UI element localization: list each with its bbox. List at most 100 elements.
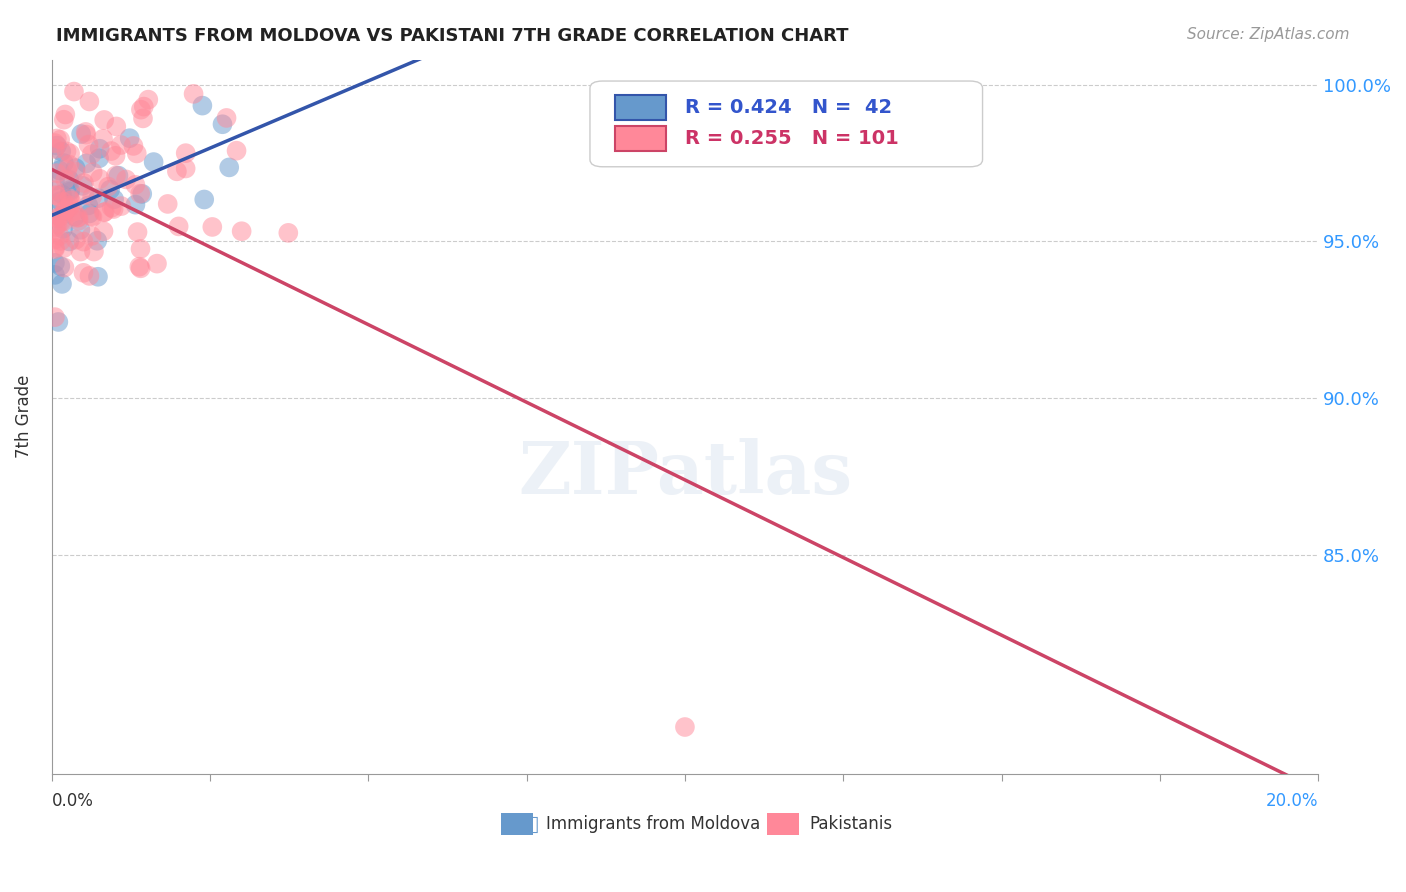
Point xyxy=(45,131,67,145)
Point xyxy=(59,185,82,199)
Point xyxy=(82,165,104,179)
Text: ⬜: ⬜ xyxy=(527,814,538,833)
Point xyxy=(65,165,87,179)
Point xyxy=(75,128,97,142)
Point xyxy=(52,156,75,170)
Point xyxy=(166,164,188,178)
Point xyxy=(56,163,79,178)
Point xyxy=(132,112,155,126)
Point xyxy=(55,145,77,159)
Point xyxy=(53,203,76,218)
Point xyxy=(183,87,205,101)
Bar xyxy=(616,95,666,120)
Point xyxy=(277,226,299,240)
Point xyxy=(52,222,75,236)
Y-axis label: 7th Grade: 7th Grade xyxy=(15,376,32,458)
Point xyxy=(225,144,247,158)
Point xyxy=(63,210,86,224)
Point xyxy=(45,220,67,235)
Point xyxy=(129,261,152,276)
Point xyxy=(70,127,93,141)
Point xyxy=(77,198,100,212)
Point xyxy=(59,183,82,197)
Text: ZIPatlas: ZIPatlas xyxy=(517,439,852,509)
Point xyxy=(46,218,69,232)
Point xyxy=(52,194,75,209)
Point xyxy=(174,161,197,176)
Point xyxy=(55,202,77,217)
Point xyxy=(46,138,69,153)
Point xyxy=(75,156,97,170)
Point xyxy=(63,204,86,219)
Point xyxy=(72,266,94,280)
Point xyxy=(128,260,150,274)
Point xyxy=(91,132,114,146)
Point xyxy=(156,197,179,211)
Point xyxy=(49,209,72,223)
Point xyxy=(44,268,66,282)
Point xyxy=(63,85,86,99)
Bar xyxy=(502,814,533,835)
Point xyxy=(59,194,82,208)
Point xyxy=(142,155,165,169)
Text: IMMIGRANTS FROM MOLDOVA VS PAKISTANI 7TH GRADE CORRELATION CHART: IMMIGRANTS FROM MOLDOVA VS PAKISTANI 7TH… xyxy=(56,27,849,45)
Point xyxy=(79,206,101,220)
Point xyxy=(44,208,66,222)
Point xyxy=(44,183,66,197)
Point xyxy=(69,223,91,237)
Point xyxy=(80,147,103,161)
Point xyxy=(87,269,110,284)
Point xyxy=(49,133,72,147)
Point xyxy=(174,146,197,161)
Point xyxy=(59,201,82,215)
Point xyxy=(49,194,72,209)
Point xyxy=(75,125,97,139)
Point xyxy=(66,211,89,225)
Point xyxy=(79,268,101,283)
Point xyxy=(48,228,70,243)
Point xyxy=(146,257,169,271)
Point xyxy=(45,166,67,180)
Point xyxy=(105,120,128,134)
Point xyxy=(215,111,238,125)
Point xyxy=(118,131,141,145)
Point xyxy=(83,244,105,259)
Point xyxy=(201,219,224,234)
Point xyxy=(52,214,75,228)
Point xyxy=(45,188,67,202)
Point xyxy=(51,145,73,159)
Point xyxy=(104,149,127,163)
Point xyxy=(87,191,110,205)
Point xyxy=(93,224,115,238)
Point xyxy=(89,142,111,156)
Point xyxy=(53,260,76,275)
Point xyxy=(77,137,100,152)
Point xyxy=(100,144,122,158)
Point xyxy=(44,310,66,325)
Point xyxy=(167,219,190,234)
Point xyxy=(211,117,233,131)
Point xyxy=(45,188,67,202)
Point xyxy=(132,99,155,113)
Point xyxy=(129,186,152,201)
Point xyxy=(110,199,132,213)
Text: 20.0%: 20.0% xyxy=(1265,792,1319,810)
Point xyxy=(44,240,66,254)
Text: 0.0%: 0.0% xyxy=(52,792,94,810)
Point xyxy=(103,202,125,216)
Point xyxy=(58,191,80,205)
Point xyxy=(44,173,66,187)
Point xyxy=(46,315,69,329)
Point xyxy=(49,259,72,273)
Point xyxy=(44,233,66,247)
Point xyxy=(191,98,214,112)
Point xyxy=(107,169,129,183)
Text: Immigrants from Moldova: Immigrants from Moldova xyxy=(546,815,759,833)
Point xyxy=(129,103,152,117)
Point xyxy=(58,172,80,186)
Point xyxy=(59,198,82,212)
Point xyxy=(89,172,111,186)
Point xyxy=(127,225,149,239)
Point xyxy=(73,188,96,202)
Point xyxy=(124,178,146,192)
